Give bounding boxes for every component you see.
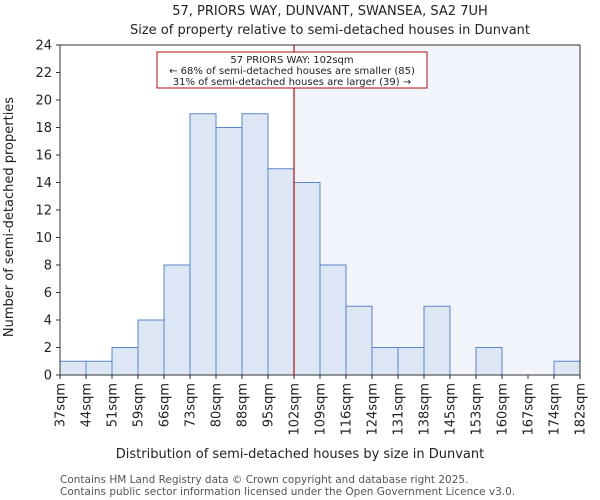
- x-tick-label: 109sqm: [314, 383, 329, 436]
- x-axis-label: Distribution of semi-detached houses by …: [116, 447, 484, 462]
- y-tick-label: 22: [35, 66, 52, 81]
- chart-title: 57, PRIORS WAY, DUNVANT, SWANSEA, SA2 7U…: [172, 4, 488, 19]
- bar-95sqm: [267, 168, 295, 376]
- bar-80sqm: [215, 127, 243, 376]
- bar-88sqm: [241, 113, 269, 376]
- y-tick-label: 16: [35, 149, 52, 164]
- bar-131sqm: [397, 347, 425, 376]
- x-tick-label: 51sqm: [106, 383, 121, 427]
- y-tick-label: 4: [44, 314, 52, 329]
- y-tick-label: 14: [35, 176, 52, 191]
- x-axis: 37sqm 44sqm 51sqm 59sqm 66sqm 73sqm 80sqm 88sqm…: [54, 375, 589, 436]
- x-tick-label: 145sqm: [444, 383, 459, 436]
- bars: [59, 113, 581, 376]
- y-tick-label: 24: [35, 39, 52, 54]
- x-tick-label: 174sqm: [548, 383, 563, 436]
- bar-66sqm: [163, 264, 191, 376]
- y-tick-label: 12: [35, 204, 52, 219]
- bar-153sqm: [475, 347, 503, 376]
- x-tick-label: 131sqm: [392, 383, 407, 436]
- bar-37sqm: [59, 360, 87, 376]
- bar-73sqm: [189, 113, 217, 376]
- bar-109sqm: [319, 264, 347, 376]
- x-tick-label: 153sqm: [470, 383, 485, 436]
- bar-174sqm: [553, 360, 581, 376]
- bar-44sqm: [85, 360, 113, 376]
- x-tick-label: 138sqm: [418, 383, 433, 436]
- annotation-line-1: 57 PRIORS WAY: 102sqm: [230, 55, 353, 66]
- bar-51sqm: [111, 347, 139, 376]
- annotation-line-2: ← 68% of semi-detached houses are smalle…: [169, 66, 415, 77]
- y-tick-label: 8: [44, 259, 52, 274]
- x-tick-label: 95sqm: [262, 383, 277, 427]
- y-tick-label: 6: [44, 286, 52, 301]
- y-tick-label: 2: [44, 341, 52, 356]
- y-axis-label: Number of semi-detached properties: [2, 97, 17, 337]
- x-tick-label: 167sqm: [522, 383, 537, 436]
- y-tick-label: 10: [35, 231, 52, 246]
- chart-subtitle: Size of property relative to semi-detach…: [130, 23, 530, 38]
- footer-line-2: Contains public sector information licen…: [60, 486, 515, 498]
- bar-138sqm: [423, 305, 451, 376]
- y-tick-label: 18: [35, 121, 52, 136]
- annotation-box: [156, 51, 428, 89]
- x-tick-label: 88sqm: [236, 383, 251, 427]
- x-tick-label: 73sqm: [184, 383, 199, 427]
- bar-59sqm: [137, 319, 165, 376]
- y-tick-label: 0: [44, 369, 52, 384]
- x-tick-label: 182sqm: [574, 383, 589, 436]
- bar-102sqm: [293, 182, 321, 376]
- y-tick-label: 20: [35, 94, 52, 109]
- x-tick-label: 102sqm: [288, 383, 303, 436]
- bar-116sqm: [345, 305, 373, 376]
- x-tick-label: 116sqm: [340, 383, 355, 436]
- footer-line-1: Contains HM Land Registry data © Crown c…: [60, 474, 468, 486]
- x-tick-label: 37sqm: [54, 383, 69, 427]
- annotation-line-3: 31% of semi-detached houses are larger (…: [173, 77, 411, 88]
- bar-124sqm: [371, 347, 399, 376]
- x-tick-label: 44sqm: [80, 383, 95, 427]
- x-tick-label: 66sqm: [158, 383, 173, 427]
- x-tick-label: 160sqm: [496, 383, 511, 436]
- x-tick-label: 59sqm: [132, 383, 147, 427]
- x-tick-label: 80sqm: [210, 383, 225, 427]
- x-tick-label: 124sqm: [366, 383, 381, 436]
